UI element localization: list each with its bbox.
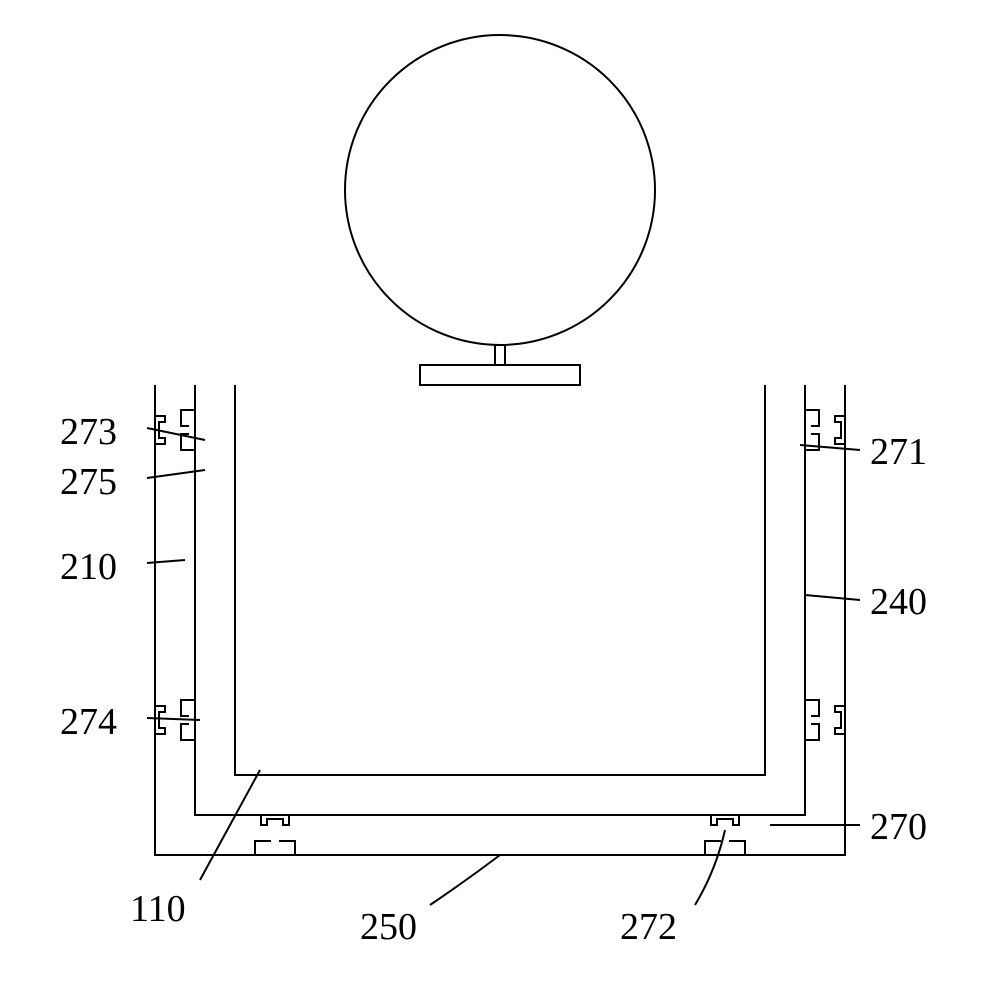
ref-label-110: 110: [130, 887, 186, 931]
ref-label-250: 250: [360, 905, 417, 949]
ref-label-271: 271: [870, 430, 927, 474]
ref-label-272: 272: [620, 905, 677, 949]
ref-label-210: 210: [60, 545, 117, 589]
technical-diagram: [0, 0, 1000, 990]
ref-label-270: 270: [870, 805, 927, 849]
ref-label-273: 273: [60, 410, 117, 454]
ref-label-274: 274: [60, 700, 117, 744]
ref-label-240: 240: [870, 580, 927, 624]
ref-label-275: 275: [60, 460, 117, 504]
